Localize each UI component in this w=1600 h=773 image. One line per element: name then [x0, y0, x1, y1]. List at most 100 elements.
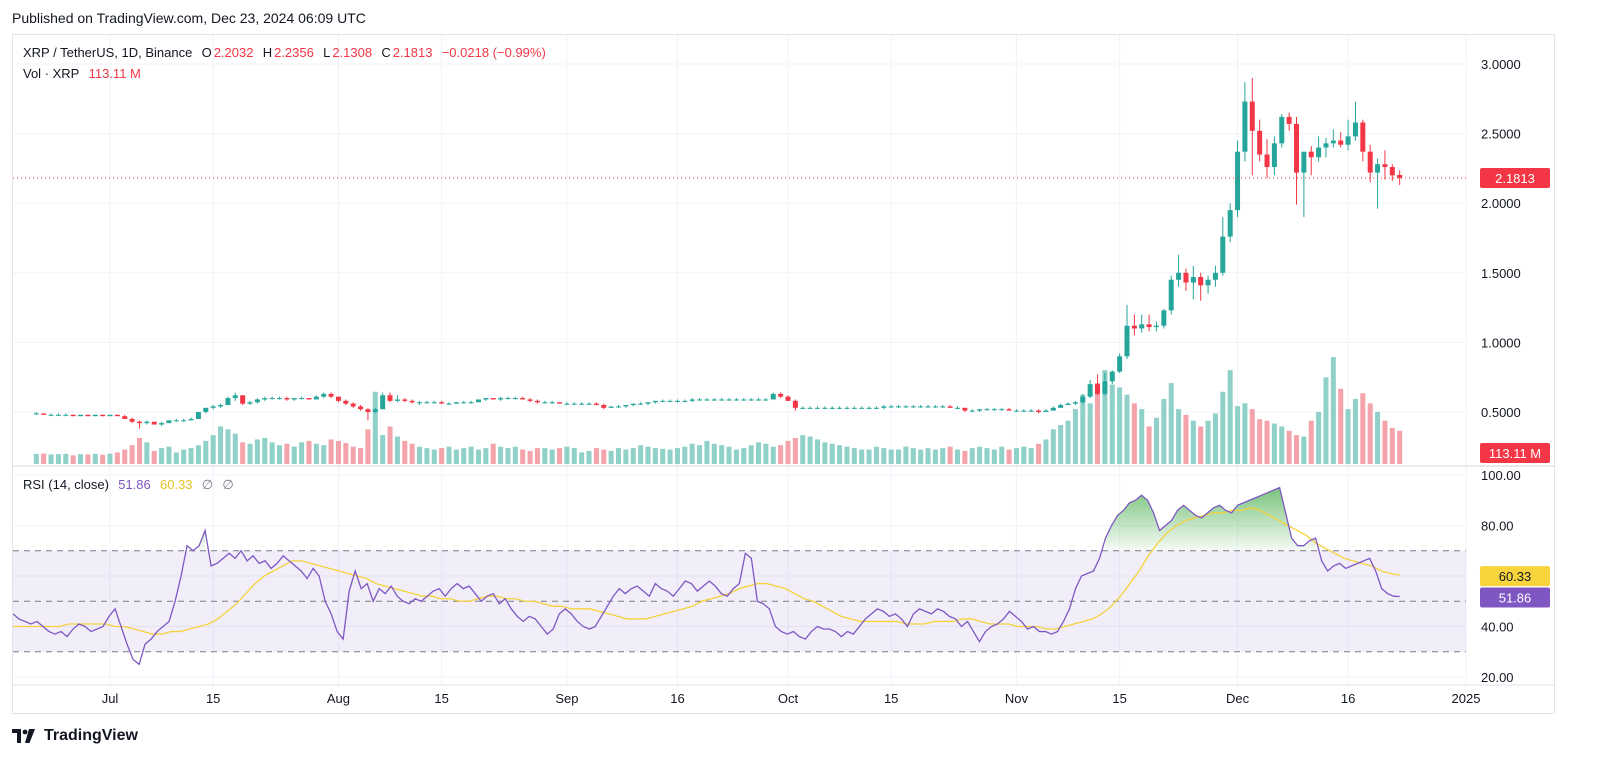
volume-bar: [188, 448, 194, 464]
candle-body: [800, 407, 806, 409]
candle-body: [446, 403, 452, 405]
candle-body: [70, 414, 76, 417]
volume-legend: Vol · XRP 113.11 M: [23, 66, 143, 81]
candle-body: [1190, 276, 1196, 283]
volume-bar: [114, 452, 120, 464]
chart-frame[interactable]: 3.0000 2.5000 2.0000 1.5000 1.0000 0.5000 100.…: [12, 34, 1555, 714]
candle-body: [918, 406, 924, 408]
volume-bar: [579, 452, 585, 464]
volume-bar: [350, 446, 356, 464]
last-volume-badge-bg: [1480, 443, 1550, 463]
price-tick-label: 0.5000: [1481, 405, 1521, 420]
volume-bar: [1028, 448, 1034, 464]
candle-body: [85, 414, 91, 417]
volume-bar: [173, 452, 179, 464]
volume-bar: [33, 453, 39, 464]
volume-bar: [78, 454, 84, 464]
volume-bar: [1264, 420, 1270, 464]
volume-bar: [977, 446, 983, 464]
candle-body: [1131, 325, 1137, 329]
candle-body: [940, 406, 946, 408]
volume-bar: [999, 446, 1005, 464]
volume-bar: [1006, 449, 1012, 464]
candle-body: [910, 406, 916, 408]
rsi-ma-badge: 60.33: [1499, 569, 1532, 584]
volume-bar: [291, 446, 297, 464]
candle-body: [291, 398, 297, 400]
candle-body: [638, 403, 644, 405]
candle-body: [955, 407, 960, 409]
volume-bar: [1367, 403, 1373, 464]
price-tick-label: 3.0000: [1481, 57, 1521, 72]
symbol-title[interactable]: XRP / TetherUS, 1D, Binance: [23, 45, 193, 60]
candle-body: [1146, 324, 1152, 328]
volume-bar: [748, 445, 754, 464]
volume-bar: [527, 451, 533, 464]
candle-body: [78, 414, 84, 417]
symbol-legend: XRP / TetherUS, 1D, Binance O 2.2032 H 2.2…: [23, 45, 548, 60]
candle-body: [151, 421, 157, 425]
candle-body: [1021, 410, 1027, 412]
volume-bar: [1117, 387, 1123, 464]
candle-body: [814, 407, 820, 409]
volume-bar: [741, 448, 747, 464]
candle-body: [210, 406, 216, 408]
volume-bar: [704, 440, 710, 464]
candle-body: [925, 406, 931, 408]
volume-bar: [601, 449, 607, 464]
volume-bar: [955, 449, 960, 464]
volume-bar: [1146, 426, 1152, 464]
candle-body: [1294, 123, 1299, 173]
volume-bar: [1294, 435, 1299, 464]
time-tick-label: Nov: [1005, 691, 1029, 706]
change-value: −0.0218 (−0.99%): [441, 45, 546, 60]
volume-bar: [431, 449, 437, 464]
rsi-pane: [13, 486, 1466, 666]
volume-bar: [380, 435, 386, 464]
candle-body: [873, 407, 879, 409]
volume-bar: [1153, 417, 1159, 464]
candle-body: [269, 398, 275, 400]
rsi-label[interactable]: RSI (14, close): [23, 477, 109, 492]
volume-bar: [166, 446, 172, 464]
candle-body: [498, 398, 504, 400]
volume-bar: [557, 448, 563, 464]
candle-body: [719, 399, 725, 401]
candle-body: [1176, 272, 1182, 280]
volume-bar: [903, 446, 909, 464]
candle-body: [321, 393, 327, 397]
price-tick-label: 1.5000: [1481, 266, 1521, 281]
candle-body: [586, 403, 592, 405]
volume-bar: [586, 451, 592, 464]
volume-bar: [144, 442, 150, 464]
candle-body: [667, 400, 673, 402]
volume-bar: [940, 448, 946, 464]
candle-body: [335, 396, 341, 401]
candle-body: [549, 402, 555, 404]
candle-body: [1382, 164, 1388, 168]
volume-label[interactable]: Vol · XRP: [23, 66, 80, 81]
volume-bar: [181, 449, 187, 464]
candle-body: [387, 395, 393, 401]
tradingview-logo[interactable]: TradingView: [12, 727, 138, 745]
candle-body: [1345, 136, 1351, 145]
candle-body: [409, 400, 415, 403]
volume-bar: [837, 445, 843, 464]
volume-bar: [417, 446, 423, 464]
volume-bar: [240, 442, 246, 464]
volume-bar: [1271, 423, 1277, 464]
candle-body: [284, 398, 290, 400]
volume-bar: [277, 445, 282, 464]
volume-bar: [1021, 446, 1027, 464]
volume-bar: [1242, 403, 1248, 464]
candle-body: [520, 398, 526, 400]
volume-bar: [218, 426, 224, 464]
candle-body: [55, 414, 61, 416]
candle-body: [1036, 410, 1042, 412]
candle-body: [453, 402, 459, 404]
rsi-na-1: ∅: [201, 477, 214, 492]
volume-bar: [1249, 409, 1255, 464]
chart-canvas[interactable]: 3.0000 2.5000 2.0000 1.5000 1.0000 0.5000 100.…: [13, 35, 1554, 713]
high-value: 2.2356: [274, 45, 314, 60]
candle-body: [380, 395, 386, 410]
